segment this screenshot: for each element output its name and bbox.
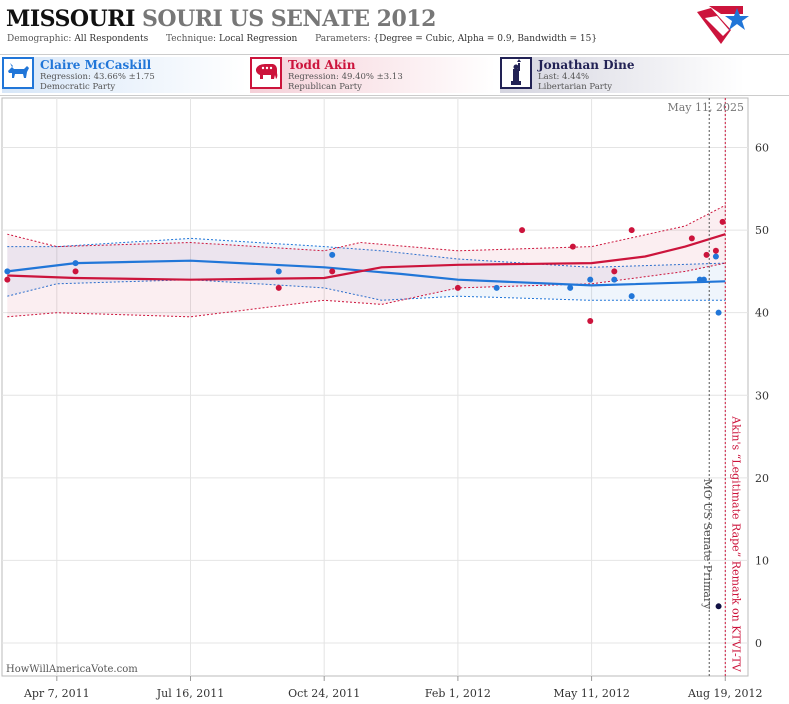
credit-label: HowWillAmericaVote.com: [6, 664, 138, 675]
trend-lines: [7, 233, 726, 287]
poll-point: [719, 218, 726, 225]
y-tick-label: 50: [755, 224, 769, 237]
title-race: SOURI US SENATE 2012: [142, 6, 436, 32]
candidate-regression: Regression: 43.66% ±1.75: [40, 72, 155, 82]
y-tick-label: 10: [755, 554, 769, 567]
band-area-1: [7, 205, 726, 317]
annotation-label: MO US Senate Primary: [701, 479, 714, 611]
x-tick-label: Aug 19, 2012: [687, 687, 763, 700]
liberty-statue-icon: [500, 57, 532, 89]
candidate-party: Republican Party: [288, 82, 362, 92]
poll-point: [454, 284, 461, 291]
parameters-line: Demographic: All Respondents Technique: …: [7, 34, 597, 44]
poll-chart: MO US Senate Primary Akin's “Legitimate R…: [1, 97, 769, 700]
poll-point: [4, 268, 11, 275]
candidate-name: Jonathan Dine: [538, 58, 635, 72]
parameters-label: Parameters:: [315, 34, 371, 44]
y-tick-label: 60: [755, 142, 769, 155]
candidate-party: Democratic Party: [40, 82, 116, 92]
demographic-value: All Respondents: [74, 34, 149, 44]
top-date-label: May 11, 2025: [667, 101, 744, 114]
candidate-regression: Regression: 49.40% ±3.13: [288, 72, 403, 82]
poll-point: [275, 268, 282, 275]
trend-line-1: [7, 233, 726, 281]
poll-point: [628, 293, 635, 300]
plot-frame: [1, 97, 749, 677]
y-tick-label: 20: [755, 472, 769, 485]
candidate-card-dine[interactable]: Jonathan Dine Last: 4.44% Libertarian Pa…: [500, 57, 745, 93]
poll-point: [587, 276, 594, 283]
band-lower-0: [7, 279, 726, 301]
x-tick-label: May 11, 2012: [553, 687, 630, 700]
technique-value: Local Regression: [218, 34, 298, 44]
candidate-legend: Claire McCaskill Regression: 43.66% ±1.7…: [0, 54, 789, 96]
poll-point: [569, 243, 576, 250]
technique-label: Technique:: [166, 34, 217, 44]
poll-point: [72, 260, 79, 267]
poll-point: [567, 284, 574, 291]
poll-point: [611, 268, 618, 275]
annotation-label: Akin's “Legitimate Rape” Remark on KTVI-…: [729, 415, 742, 672]
page-title: MISSOURI SOURI US SENATE 2012: [6, 6, 436, 32]
header: MISSOURI SOURI US SENATE 2012 Demographi…: [0, 0, 789, 54]
poll-point: [72, 268, 79, 275]
poll-point: [519, 227, 526, 234]
demographic-label: Demographic:: [7, 34, 72, 44]
candidate-party: Libertarian Party: [538, 82, 613, 92]
poll-point: [329, 251, 336, 258]
parameters-value: {Degree = Cubic, Alpha = 0.9, Bandwidth …: [373, 34, 598, 44]
poll-point: [715, 309, 722, 316]
confidence-bands: [7, 204, 726, 318]
candidate-last: Last: 4.44%: [538, 72, 590, 82]
poll-point: [4, 276, 11, 283]
poll-point: [700, 276, 707, 283]
x-tick-label: Feb 1, 2012: [425, 687, 491, 700]
y-tick-label: 0: [755, 637, 762, 650]
poll-point: [587, 317, 594, 324]
title-state: MISSOURI: [6, 6, 135, 32]
donkey-icon: [2, 57, 34, 89]
grid: [1, 97, 749, 677]
candidate-card-akin[interactable]: Todd Akin Regression: 49.40% ±3.13 Repub…: [250, 57, 496, 93]
x-tick-label: Apr 7, 2011: [23, 687, 90, 700]
poll-point: [712, 253, 719, 260]
poll-point: [688, 235, 695, 242]
candidate-card-mccaskill[interactable]: Claire McCaskill Regression: 43.66% ±1.7…: [2, 57, 247, 93]
poll-point: [712, 247, 719, 254]
poll-point: [628, 227, 635, 234]
candidate-name: Claire McCaskill: [40, 58, 152, 72]
poll-point: [329, 268, 336, 275]
poll-point: [703, 251, 710, 258]
poll-point: [275, 284, 282, 291]
annotations: MO US Senate Primary Akin's “Legitimate R…: [701, 98, 742, 676]
poll-point: [715, 603, 722, 610]
candidate-name: Todd Akin: [288, 58, 356, 72]
y-tick-label: 40: [755, 307, 769, 320]
poll-point: [493, 284, 500, 291]
site-logo-icon: [697, 6, 749, 44]
poll-point: [611, 276, 618, 283]
x-tick-label: Oct 24, 2011: [288, 687, 360, 700]
axes: 0 10 20 30 40 50 60 Apr 7, 2011 Jul 16, 2011 Oct …: [6, 101, 769, 700]
y-tick-label: 30: [755, 389, 769, 402]
poll-points: [4, 218, 726, 610]
x-tick-label: Jul 16, 2011: [156, 687, 225, 700]
elephant-icon: [250, 57, 282, 89]
